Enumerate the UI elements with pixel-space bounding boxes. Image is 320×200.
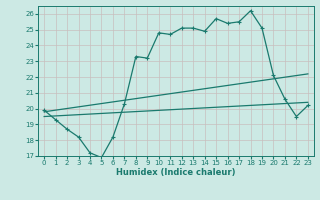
X-axis label: Humidex (Indice chaleur): Humidex (Indice chaleur) (116, 168, 236, 177)
